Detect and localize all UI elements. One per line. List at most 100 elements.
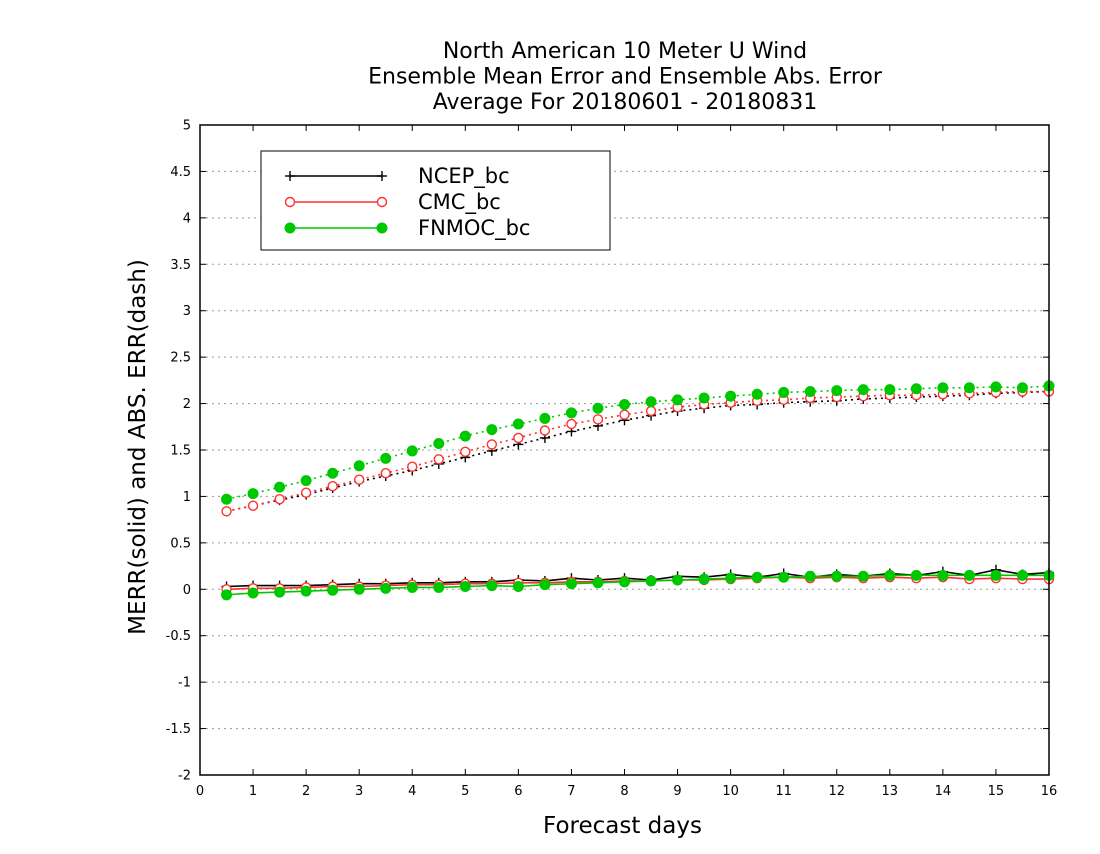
legend-entry-ncep-bc: NCEP_bc <box>285 164 510 189</box>
fnmoc-bc-merr-point-dot-marker <box>619 576 630 588</box>
fnmoc-bc-abs-err-point-dot-marker <box>433 438 445 449</box>
legend-ncep-bc-plus-marker <box>377 171 387 181</box>
fnmoc-bc-abs-err-point-dot-marker <box>884 384 896 396</box>
fnmoc-bc-merr-point-dot-marker <box>512 581 524 592</box>
fnmoc-bc-abs-err-point-dot-marker <box>565 407 577 419</box>
fnmoc-bc-merr-point-dot-marker <box>831 570 843 582</box>
axes: -2-1.5-1-0.500.511.522.533.544.550 1 2 3 4 5 6… <box>125 119 1057 840</box>
x-tick-label: 4 <box>408 784 416 799</box>
fnmoc-bc-abs-err-point-dot-marker <box>778 386 790 398</box>
fnmoc-bc-abs-err-point-dot-marker <box>751 388 763 400</box>
fnmoc-bc-merr-point-dot-marker <box>565 578 577 590</box>
fnmoc-bc-abs-err-point-dot-marker <box>619 399 630 410</box>
y-tick-label: -2 <box>178 769 191 784</box>
fnmoc-bc-merr-point-dot-marker <box>778 571 790 583</box>
fnmoc-bc-merr-point-dot-marker <box>459 581 471 592</box>
fnmoc-bc-merr-point-dot-marker <box>327 584 339 596</box>
legend-ncep-bc-plus-marker <box>285 171 295 181</box>
y-tick-label: 1 <box>183 490 191 505</box>
fnmoc-bc-merr-point-dot-marker <box>884 569 896 581</box>
fnmoc-bc-merr-point-dot-marker <box>1016 569 1028 581</box>
y-axis-label: MERR(solid) and ABS. ERR(dash) <box>125 259 151 635</box>
fnmoc-bc-abs-err-point-dot-marker <box>592 402 604 414</box>
fnmoc-bc-merr-point-dot-marker <box>672 574 684 586</box>
fnmoc-bc-abs-err-point-dot-marker <box>512 418 524 430</box>
y-tick-label: 3 <box>183 304 191 319</box>
fnmoc-bc-merr-point-dot-marker <box>804 570 816 582</box>
y-tick-label: 4.5 <box>170 165 191 180</box>
y-tick-label: 0 <box>183 583 191 598</box>
fnmoc-bc-abs-err-point-dot-marker <box>486 424 498 436</box>
fnmoc-bc-abs-err-point-dot-marker <box>300 475 312 487</box>
cmc-bc-abs-err-point-circle-marker <box>353 474 365 485</box>
cmc-bc-abs-err-point-circle-marker <box>300 487 312 498</box>
series-layer <box>221 380 1055 601</box>
fnmoc-bc-merr-point-dot-marker <box>592 577 604 589</box>
cmc-bc-abs-err-point-circle-marker <box>433 454 444 465</box>
fnmoc-bc-merr-point-dot-marker <box>486 580 498 592</box>
fnmoc-bc-abs-err-point-dot-marker <box>698 392 710 404</box>
cmc-bc-abs-err-line <box>226 390 1049 513</box>
legend-label: FNMOC_bc <box>418 216 530 241</box>
cmc-bc-abs-err-point-circle-marker <box>221 506 232 517</box>
x-tick-label: 2 <box>302 784 310 799</box>
fnmoc-bc-abs-err-point-dot-marker <box>963 382 975 394</box>
fnmoc-bc-abs-err-point-dot-marker <box>990 381 1002 393</box>
fnmoc-bc-abs-err-point-dot-marker <box>353 460 365 472</box>
y-tick-label: 3.5 <box>170 258 191 273</box>
fnmoc-bc-abs-err-point-dot-marker <box>539 412 551 424</box>
legend-entry-fnmoc-bc: FNMOC_bc <box>284 216 530 241</box>
fnmoc-bc-merr-point-dot-marker <box>353 583 365 595</box>
ncep-bc-abs-err-line <box>226 390 1050 513</box>
x-tick-label: 3 <box>355 784 363 799</box>
y-tick-label: 2 <box>183 397 191 412</box>
fnmoc-bc-merr-point-dot-marker <box>406 581 418 593</box>
fnmoc-bc-abs-err-point-dot-marker <box>804 386 816 397</box>
legend-label: CMC_bc <box>418 190 501 215</box>
fnmoc-bc-merr-point-dot-marker <box>380 582 392 594</box>
fnmoc-bc-merr-point-dot-marker <box>221 589 233 601</box>
x-tick-label: 14 <box>935 784 952 799</box>
fnmoc-bc-merr-point-dot-marker <box>963 569 975 581</box>
x-tick-label: 6 <box>514 784 522 799</box>
x-tick-label: 1 <box>249 784 257 799</box>
chart-title-line: North American 10 Meter U Wind <box>443 39 807 64</box>
x-tick-label: 5 <box>461 784 469 799</box>
fnmoc-bc-abs-err-point-dot-marker <box>247 488 259 500</box>
fnmoc-bc-merr-point-dot-marker <box>698 573 710 585</box>
cmc-bc-abs-err-point-circle-marker <box>247 500 259 511</box>
fnmoc-bc-abs-err-point-dot-marker <box>645 396 657 408</box>
y-tick-label: 2.5 <box>170 351 191 366</box>
fnmoc-bc-abs-err-point-dot-marker <box>380 452 392 464</box>
fnmoc-bc-merr-point-dot-marker <box>274 586 286 598</box>
cmc-bc-abs-err-point-circle-marker <box>460 446 471 458</box>
cmc-bc-abs-err-point-circle-marker <box>539 425 551 436</box>
fnmoc-bc-abs-err-point-dot-marker <box>937 382 949 394</box>
fnmoc-bc-merr-point-dot-marker <box>539 579 551 591</box>
fnmoc-bc-merr-point-dot-marker <box>247 587 259 599</box>
legend-entry-cmc-bc: CMC_bc <box>284 190 501 215</box>
fnmoc-bc-merr-point-dot-marker <box>990 569 1002 581</box>
cmc-bc-abs-err-point-circle-marker <box>592 414 604 425</box>
fnmoc-bc-merr-point-dot-marker <box>645 575 657 587</box>
fnmoc-bc-merr-point-dot-marker <box>910 569 922 581</box>
y-tick-label: 1.5 <box>170 444 191 459</box>
fnmoc-bc-abs-err-point-dot-marker <box>857 384 869 396</box>
series-fnmoc-bc <box>221 380 1055 601</box>
fnmoc-bc-merr-point-dot-marker <box>725 572 737 584</box>
y-tick-label: -1 <box>178 676 191 691</box>
y-tick-label: 4 <box>183 211 191 226</box>
y-tick-label: 5 <box>183 119 191 134</box>
x-axis-label: Forecast days <box>543 813 702 839</box>
fnmoc-bc-abs-err-point-dot-marker <box>274 481 286 493</box>
cmc-bc-abs-err-point-circle-marker <box>566 418 577 430</box>
cmc-bc-abs-err-point-circle-marker <box>407 461 418 472</box>
legend-cmc-bc-circle-marker <box>284 196 296 208</box>
fnmoc-bc-abs-err-point-dot-marker <box>910 383 922 395</box>
fnmoc-bc-merr-point-dot-marker <box>937 569 949 581</box>
fnmoc-bc-merr-point-dot-marker <box>857 570 869 582</box>
x-tick-label: 11 <box>775 784 792 799</box>
